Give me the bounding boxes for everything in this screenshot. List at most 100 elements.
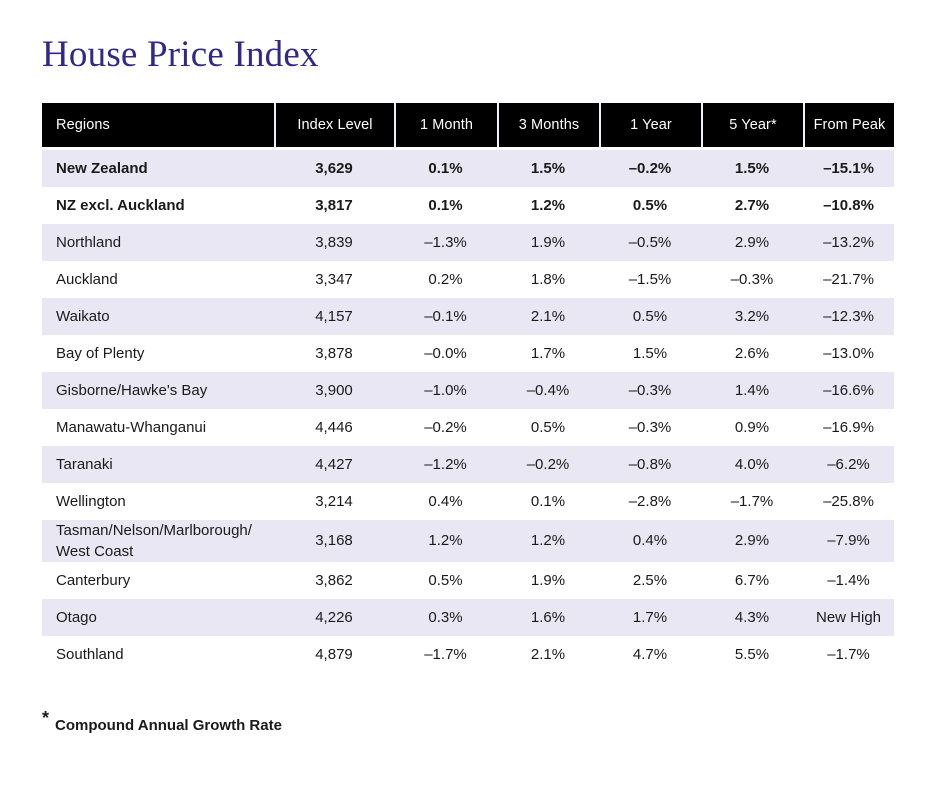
value-cell: –0.4% [497, 371, 599, 409]
value-cell: 3,168 [274, 519, 394, 562]
table-header: Regions Index Level 1 Month 3 Months 1 Year 5… [42, 102, 894, 150]
value-cell: 0.9% [701, 408, 803, 446]
value-cell: –1.5% [599, 260, 701, 298]
value-cell: 3,347 [274, 260, 394, 298]
value-cell: –0.2% [394, 408, 497, 446]
value-cell: –13.0% [803, 334, 894, 372]
region-cell: Northland [42, 223, 274, 261]
table-row: Wellington 3,214 0.4% 0.1% –2.8% –1.7% –25.8% [42, 482, 894, 520]
house-price-index-table: Regions Index Level 1 Month 3 Months 1 Year 5… [42, 102, 894, 673]
region-cell: NZ excl. Auckland [42, 186, 274, 224]
table-row: Otago 4,226 0.3% 1.6% 1.7% 4.3% New High [42, 598, 894, 636]
value-cell: –6.2% [803, 445, 894, 483]
value-cell: 0.5% [394, 561, 497, 599]
value-cell: 0.1% [497, 482, 599, 520]
value-cell: –10.8% [803, 186, 894, 224]
page: House Price Index Regions Index Level 1 Mo… [42, 34, 894, 734]
value-cell: –1.7% [394, 635, 497, 673]
value-cell: 0.2% [394, 260, 497, 298]
region-cell: Gisborne/Hawke's Bay [42, 371, 274, 409]
value-cell: –0.3% [599, 371, 701, 409]
value-cell: 4,157 [274, 297, 394, 335]
value-cell: –0.2% [497, 445, 599, 483]
value-cell: 1.2% [497, 519, 599, 562]
value-cell: 1.9% [497, 223, 599, 261]
table-row: Tasman/Nelson/Marlborough/West Coast 3,16… [42, 519, 894, 562]
value-cell: 1.5% [497, 149, 599, 187]
value-cell: 1.5% [701, 149, 803, 187]
value-cell: –0.8% [599, 445, 701, 483]
column-header: 5 Year* [701, 102, 803, 150]
value-cell: 5.5% [701, 635, 803, 673]
table-row: Manawatu-Whanganui 4,446 –0.2% 0.5% –0.3% 0.9… [42, 408, 894, 446]
value-cell: –16.9% [803, 408, 894, 446]
value-cell: –13.2% [803, 223, 894, 261]
table-row: Bay of Plenty 3,878 –0.0% 1.7% 1.5% 2.6% –13.0… [42, 334, 894, 372]
column-header: 3 Months [497, 102, 599, 150]
value-cell: –1.7% [701, 482, 803, 520]
value-cell: –2.8% [599, 482, 701, 520]
region-cell: Taranaki [42, 445, 274, 483]
value-cell: 3,629 [274, 149, 394, 187]
column-header: 1 Year [599, 102, 701, 150]
value-cell: –0.3% [599, 408, 701, 446]
value-cell: –12.3% [803, 297, 894, 335]
table-row: Southland 4,879 –1.7% 2.1% 4.7% 5.5% –1.7% [42, 635, 894, 673]
footnote-text: Compound Annual Growth Rate [55, 716, 282, 734]
region-cell-line2: West Coast [56, 542, 134, 560]
value-cell: –0.1% [394, 297, 497, 335]
value-cell: –1.3% [394, 223, 497, 261]
value-cell: 0.5% [599, 297, 701, 335]
header-row: Regions Index Level 1 Month 3 Months 1 Year 5… [42, 102, 894, 150]
region-cell: Waikato [42, 297, 274, 335]
value-cell: 3.2% [701, 297, 803, 335]
region-cell: Otago [42, 598, 274, 636]
value-cell: –21.7% [803, 260, 894, 298]
value-cell: –1.0% [394, 371, 497, 409]
region-cell: Southland [42, 635, 274, 673]
value-cell: New High [803, 598, 894, 636]
table-row: Auckland 3,347 0.2% 1.8% –1.5% –0.3% –21.7% [42, 260, 894, 298]
value-cell: 1.7% [497, 334, 599, 372]
value-cell: 3,817 [274, 186, 394, 224]
value-cell: 0.5% [599, 186, 701, 224]
table-row: Waikato 4,157 –0.1% 2.1% 0.5% 3.2% –12.3% [42, 297, 894, 335]
value-cell: 0.1% [394, 149, 497, 187]
value-cell: –1.7% [803, 635, 894, 673]
value-cell: 6.7% [701, 561, 803, 599]
value-cell: 1.4% [701, 371, 803, 409]
region-cell: New Zealand [42, 149, 274, 187]
region-cell: Manawatu-Whanganui [42, 408, 274, 446]
value-cell: –0.0% [394, 334, 497, 372]
page-title: House Price Index [42, 34, 319, 75]
value-cell: 4,427 [274, 445, 394, 483]
value-cell: 0.5% [497, 408, 599, 446]
value-cell: 1.2% [497, 186, 599, 224]
value-cell: 0.4% [394, 482, 497, 520]
value-cell: 4.7% [599, 635, 701, 673]
value-cell: 2.9% [701, 223, 803, 261]
value-cell: 1.6% [497, 598, 599, 636]
value-cell: 4,226 [274, 598, 394, 636]
table-row: Gisborne/Hawke's Bay 3,900 –1.0% –0.4% –0.3%… [42, 371, 894, 409]
value-cell: 3,900 [274, 371, 394, 409]
value-cell: 0.1% [394, 186, 497, 224]
region-cell: Auckland [42, 260, 274, 298]
value-cell: –16.6% [803, 371, 894, 409]
value-cell: 2.5% [599, 561, 701, 599]
value-cell: –25.8% [803, 482, 894, 520]
value-cell: –1.4% [803, 561, 894, 599]
value-cell: 3,878 [274, 334, 394, 372]
table-body: New Zealand 3,629 0.1% 1.5% –0.2% 1.5% –15.1% N… [42, 149, 894, 673]
column-header: 1 Month [394, 102, 497, 150]
value-cell: –0.2% [599, 149, 701, 187]
table-row: Taranaki 4,427 –1.2% –0.2% –0.8% 4.0% –6.2% [42, 445, 894, 483]
value-cell: –15.1% [803, 149, 894, 187]
value-cell: 2.9% [701, 519, 803, 562]
value-cell: 4,879 [274, 635, 394, 673]
value-cell: 2.1% [497, 297, 599, 335]
value-cell: 1.8% [497, 260, 599, 298]
value-cell: 0.4% [599, 519, 701, 562]
column-header: Index Level [274, 102, 394, 150]
value-cell: 1.9% [497, 561, 599, 599]
